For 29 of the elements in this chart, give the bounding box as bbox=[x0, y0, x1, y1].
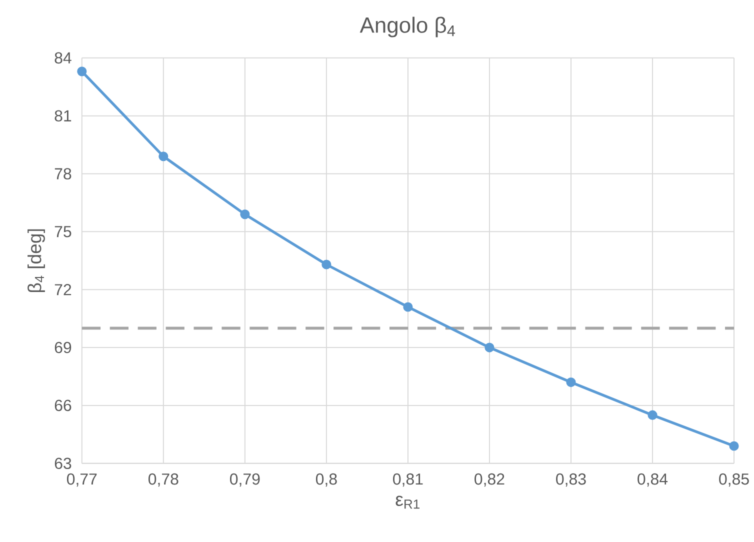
y-tick-label: 72 bbox=[54, 284, 72, 296]
x-tick-label: 0,79 bbox=[230, 473, 260, 486]
point bbox=[403, 302, 413, 312]
point bbox=[322, 260, 332, 270]
x-tick-label: 0,8 bbox=[316, 473, 337, 486]
y-tick-label: 63 bbox=[54, 458, 72, 469]
x-axis-title: ε$_{R1}$ bbox=[396, 496, 420, 509]
point bbox=[648, 410, 658, 420]
x-tick-label: 0,84 bbox=[638, 473, 668, 486]
point bbox=[484, 342, 494, 352]
y-tick-label: 78 bbox=[54, 168, 72, 180]
y-axis-title: β$_{4}$ [deg] bbox=[28, 229, 45, 292]
point bbox=[158, 151, 168, 162]
chart-title: Angolo β$_{4}$ bbox=[360, 16, 456, 38]
y-tick-label: 75 bbox=[54, 226, 72, 238]
x-tick-label: 0,77 bbox=[66, 473, 97, 486]
y-tick-label: 66 bbox=[54, 400, 72, 411]
point bbox=[240, 209, 250, 219]
y-tick-label: 69 bbox=[54, 342, 72, 354]
x-tick-label: 0,82 bbox=[474, 473, 504, 486]
x-tick-label: 0,78 bbox=[148, 473, 178, 486]
y-tick-label: 81 bbox=[54, 110, 72, 122]
x-tick-label: 0,81 bbox=[393, 473, 423, 486]
x-tick-label: 0,83 bbox=[556, 473, 586, 486]
point bbox=[566, 377, 576, 387]
point bbox=[77, 66, 87, 76]
x-tick-label: 0,85 bbox=[719, 473, 749, 486]
y-tick-label: 84 bbox=[54, 52, 72, 64]
point bbox=[729, 441, 739, 451]
